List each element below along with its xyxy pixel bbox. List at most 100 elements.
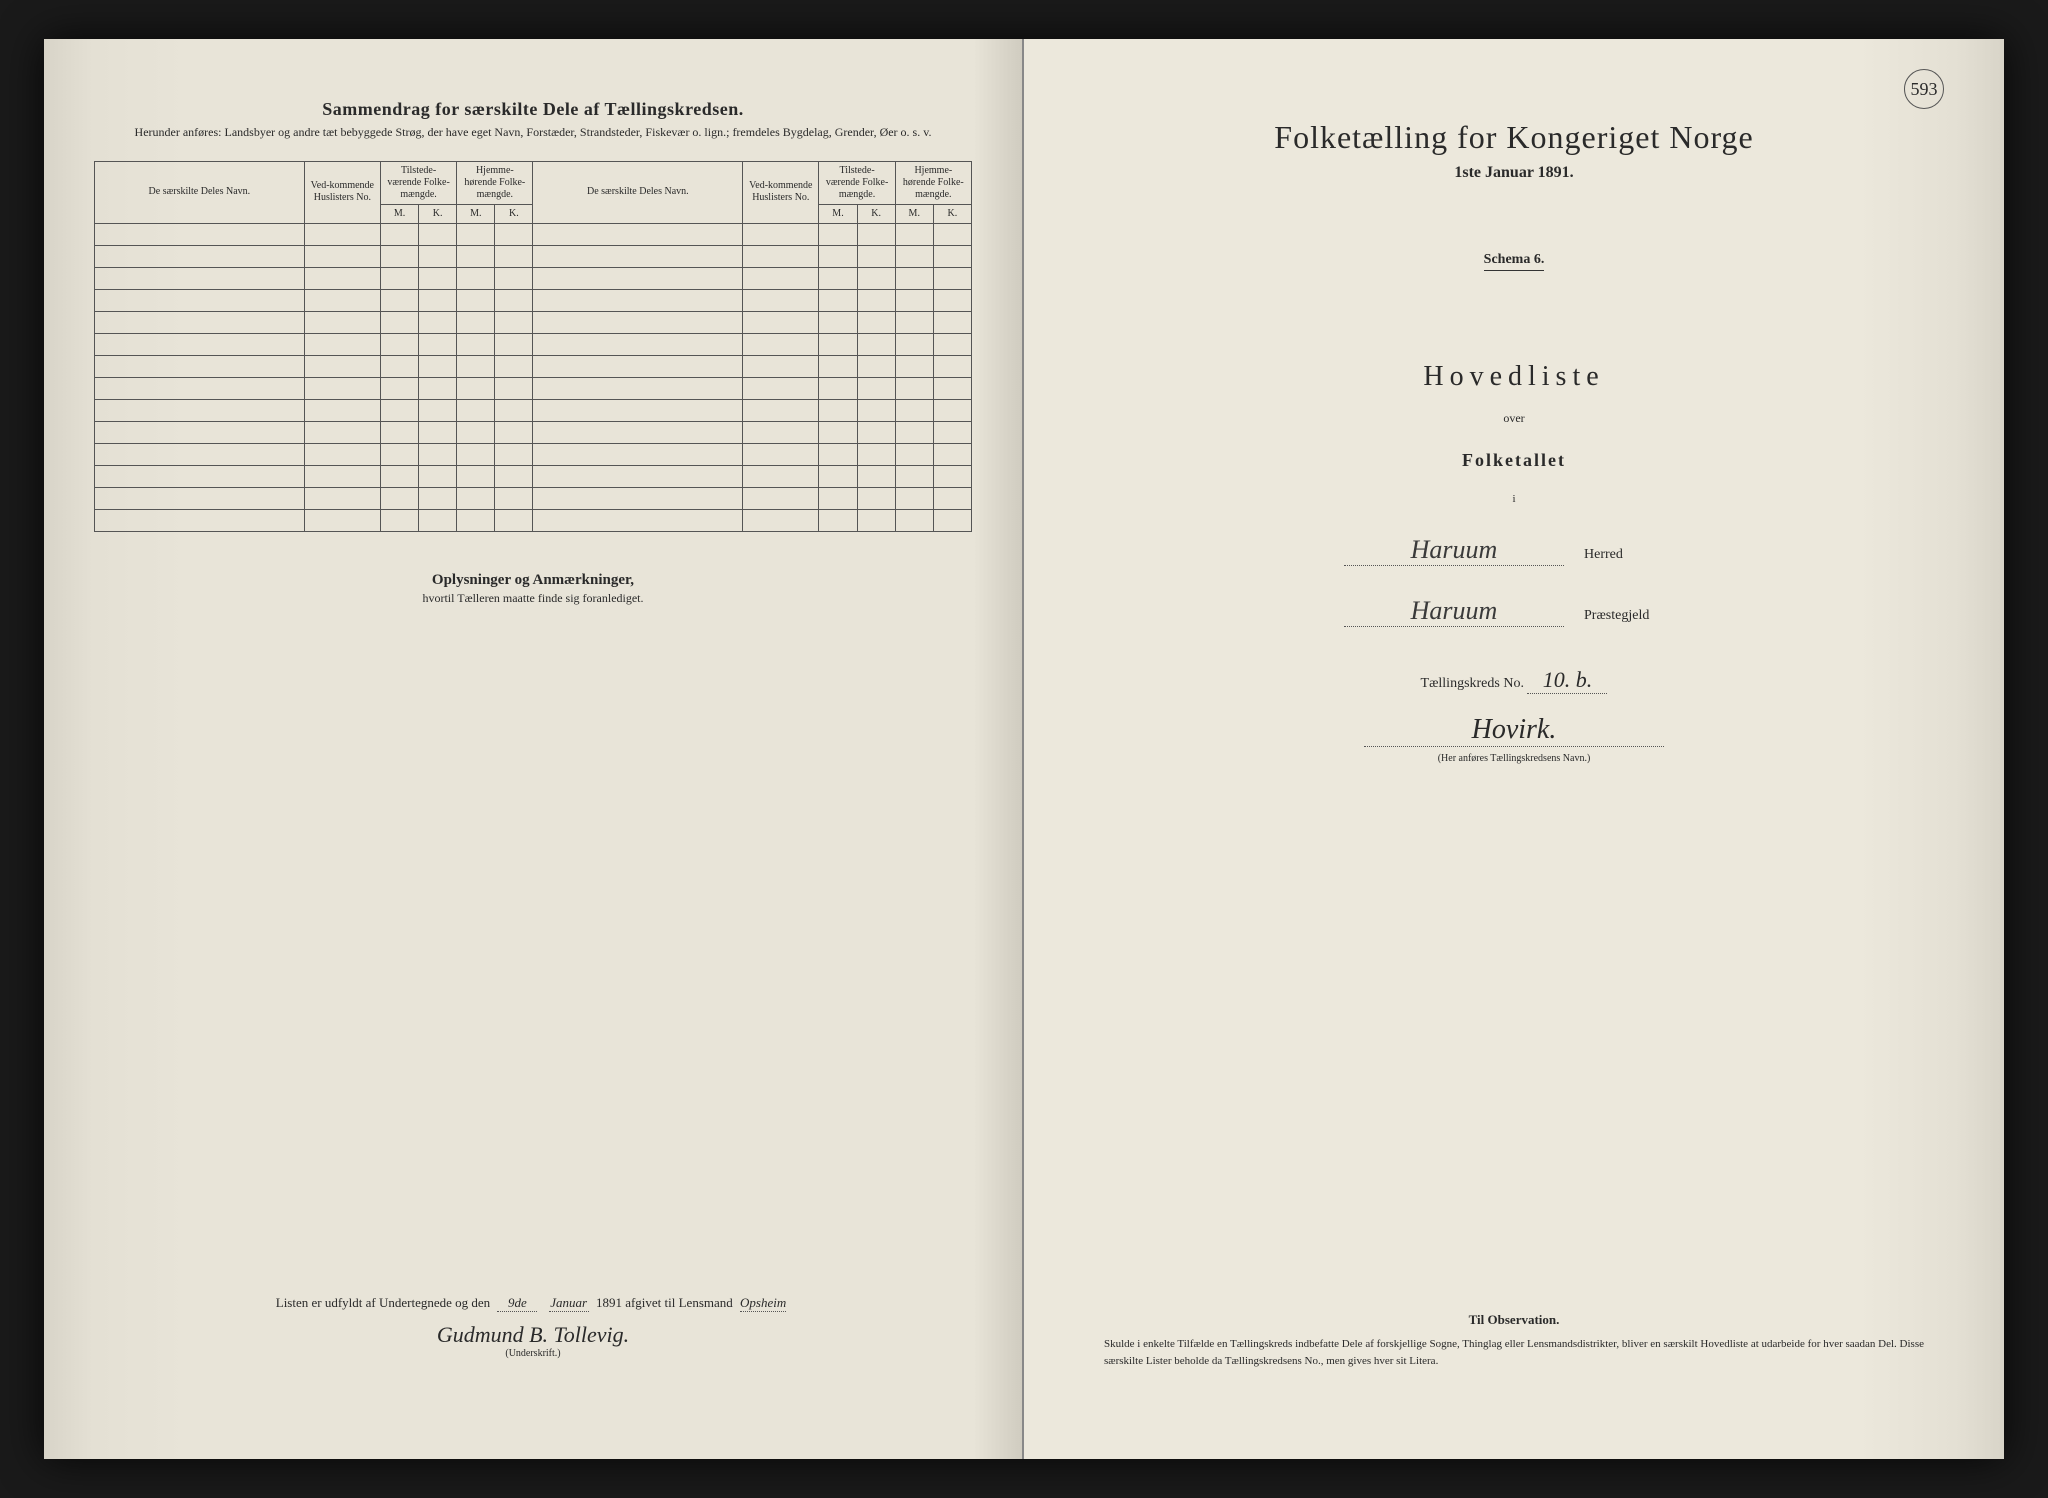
table-cell [819, 399, 857, 421]
observation-section: Til Observation. Skulde i enkelte Tilfæl… [1104, 1312, 1924, 1369]
sig-day: 9de [497, 1295, 537, 1312]
th-tilstede-1: Tilstede-værende Folke-mængde. [380, 161, 456, 204]
table-cell [419, 421, 457, 443]
table-cell [495, 289, 533, 311]
praestegjeld-row: Haruum Præstegjeld [1074, 596, 1954, 627]
table-cell [380, 355, 418, 377]
table-cell [819, 509, 857, 531]
table-cell [743, 443, 819, 465]
table-cell [304, 465, 380, 487]
table-cell [857, 421, 895, 443]
table-cell [533, 289, 743, 311]
table-cell [743, 267, 819, 289]
table-cell [743, 421, 819, 443]
table-cell [533, 245, 743, 267]
table-cell [380, 399, 418, 421]
hovedliste-title: Hovedliste [1074, 361, 1954, 393]
table-cell [95, 399, 305, 421]
table-cell [304, 333, 380, 355]
table-cell [419, 311, 457, 333]
sig-suffix: afgivet til Lensmand [625, 1295, 733, 1310]
table-cell [857, 443, 895, 465]
table-cell [857, 245, 895, 267]
table-cell [304, 311, 380, 333]
table-row [95, 509, 972, 531]
th-m: M. [819, 204, 857, 223]
table-cell [743, 465, 819, 487]
table-cell [895, 289, 933, 311]
table-cell [895, 311, 933, 333]
sig-month: Januar [549, 1295, 589, 1312]
table-cell [743, 355, 819, 377]
table-cell [895, 245, 933, 267]
praestegjeld-value: Haruum [1344, 596, 1564, 627]
th-m: M. [895, 204, 933, 223]
table-cell [457, 289, 495, 311]
table-cell [457, 509, 495, 531]
signature-section: Listen er udfyldt af Undertegnede og den… [104, 1295, 962, 1359]
kreds-name: Hovirk. [1364, 714, 1664, 747]
table-cell [380, 487, 418, 509]
census-table-body [95, 223, 972, 531]
table-cell [533, 399, 743, 421]
herred-value: Haruum [1344, 535, 1564, 566]
th-m: M. [457, 204, 495, 223]
table-cell [743, 245, 819, 267]
th-k: K. [933, 204, 971, 223]
table-cell [743, 487, 819, 509]
table-cell [95, 333, 305, 355]
table-cell [895, 223, 933, 245]
table-cell [533, 487, 743, 509]
left-page-subtitle: Herunder anføres: Landsbyer og andre tæt… [94, 124, 972, 141]
table-cell [857, 509, 895, 531]
table-cell [380, 377, 418, 399]
table-cell [533, 443, 743, 465]
sig-prefix: Listen er udfyldt af Undertegnede og den [276, 1295, 490, 1310]
table-cell [895, 509, 933, 531]
table-cell [857, 487, 895, 509]
table-cell [933, 267, 971, 289]
observation-text: Skulde i enkelte Tilfælde en Tællingskre… [1104, 1336, 1924, 1369]
table-cell [380, 465, 418, 487]
table-cell [933, 377, 971, 399]
table-cell [419, 509, 457, 531]
table-cell [819, 289, 857, 311]
table-cell [457, 399, 495, 421]
table-row [95, 333, 972, 355]
table-cell [457, 223, 495, 245]
table-cell [457, 487, 495, 509]
table-cell [304, 245, 380, 267]
praestegjeld-label: Præstegjeld [1584, 608, 1684, 624]
table-cell [533, 311, 743, 333]
table-cell [304, 509, 380, 531]
table-row [95, 245, 972, 267]
table-cell [819, 223, 857, 245]
census-table: De særskilte Deles Navn. Ved-kommende Hu… [94, 161, 972, 532]
table-cell [419, 377, 457, 399]
table-row [95, 399, 972, 421]
right-content: Folketælling for Kongeriget Norge 1ste J… [1074, 79, 1954, 764]
table-row [95, 487, 972, 509]
table-cell [895, 377, 933, 399]
table-row [95, 355, 972, 377]
table-cell [457, 443, 495, 465]
table-cell [857, 355, 895, 377]
table-cell [533, 509, 743, 531]
th-name-2: De særskilte Deles Navn. [533, 161, 743, 223]
table-row [95, 289, 972, 311]
schema-label: Schema 6. [1484, 252, 1545, 271]
sig-year: 1891 [596, 1295, 622, 1310]
table-cell [857, 465, 895, 487]
th-m: M. [380, 204, 418, 223]
table-cell [304, 487, 380, 509]
table-cell [819, 421, 857, 443]
table-cell [895, 333, 933, 355]
th-hjemme-1: Hjemme-hørende Folke-mængde. [457, 161, 533, 204]
table-cell [380, 289, 418, 311]
table-cell [495, 333, 533, 355]
table-cell [533, 465, 743, 487]
table-cell [495, 465, 533, 487]
table-cell [743, 509, 819, 531]
table-cell [743, 333, 819, 355]
table-cell [419, 267, 457, 289]
